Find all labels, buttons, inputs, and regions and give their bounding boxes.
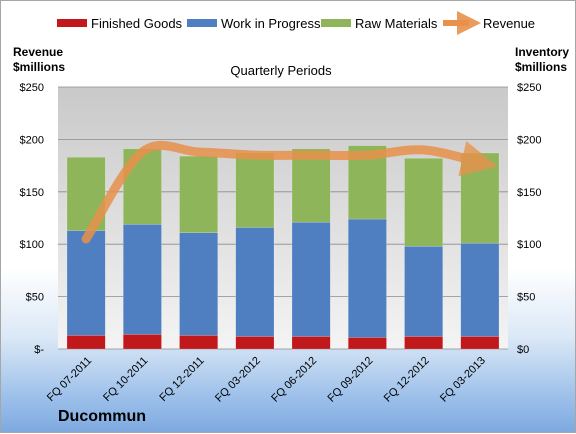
left-axis-title: Revenue $millions [13,45,65,74]
right-tick-label: $50 [517,292,535,304]
chart-title: Quarterly Periods [230,63,332,78]
legend-swatch-raw-materials [321,19,351,27]
category-label: FQ 10-2011 [101,355,150,404]
left-tick-label: $150 [20,187,44,199]
bar-raw-materials [179,155,218,233]
legend-swatch-work-in-progress [187,19,217,27]
bar-work-in-progress [179,232,218,336]
bar-raw-materials [235,152,275,228]
left-tick-label: $250 [20,82,44,94]
category-label: FQ 12-2011 [157,355,206,404]
legend-swatch-finished-goods [57,19,87,27]
bar-raw-materials [404,158,443,247]
company-name: Ducommun [58,408,146,425]
bar-work-in-progress [460,242,500,337]
bar-work-in-progress [66,230,106,336]
right-axis-title: Inventory $millions [515,45,569,74]
bar-finished-goods [460,336,500,350]
bar-finished-goods [179,335,218,350]
bar-work-in-progress [291,221,331,337]
bar-finished-goods [235,336,275,350]
legend-work-in-progress: Work in Progress [221,16,321,31]
bar-work-in-progress [235,227,275,337]
left-tick-label: $200 [20,134,44,146]
bar-work-in-progress [123,224,162,335]
right-tick-label: $0 [517,344,529,356]
left-tick-label: $50 [26,292,44,304]
bar-finished-goods [123,334,162,350]
revenue-line-path [81,140,498,244]
legend-finished-goods: Finished Goods [91,16,183,31]
right-tick-label: $100 [517,239,541,251]
left-tick-label: $- [34,344,44,356]
right-tick-label: $150 [517,187,541,199]
category-label: FQ 03-2012 [213,355,263,405]
bar-finished-goods [66,335,106,350]
legend-revenue: Revenue [483,16,535,31]
left-tick-label: $100 [20,239,44,251]
category-label: FQ 09-2012 [326,355,376,405]
category-label: FQ 07-2011 [45,355,94,404]
bar-finished-goods [404,336,443,350]
category-label: FQ 12-2012 [382,355,432,405]
category-label: FQ 03-2013 [438,355,488,405]
bar-work-in-progress [404,246,443,337]
category-label: FQ 06-2012 [269,355,319,405]
bar-raw-materials [291,148,331,223]
legend-raw-materials: Raw Materials [355,16,438,31]
revenue-line [81,140,498,244]
bar-finished-goods [348,337,387,350]
legend: Finished Goods Work in Progress Raw Mate… [57,11,535,35]
right-tick-label: $200 [517,134,541,146]
bar-work-in-progress [348,218,387,338]
right-tick-label: $250 [517,82,541,94]
bar-finished-goods [291,336,331,350]
